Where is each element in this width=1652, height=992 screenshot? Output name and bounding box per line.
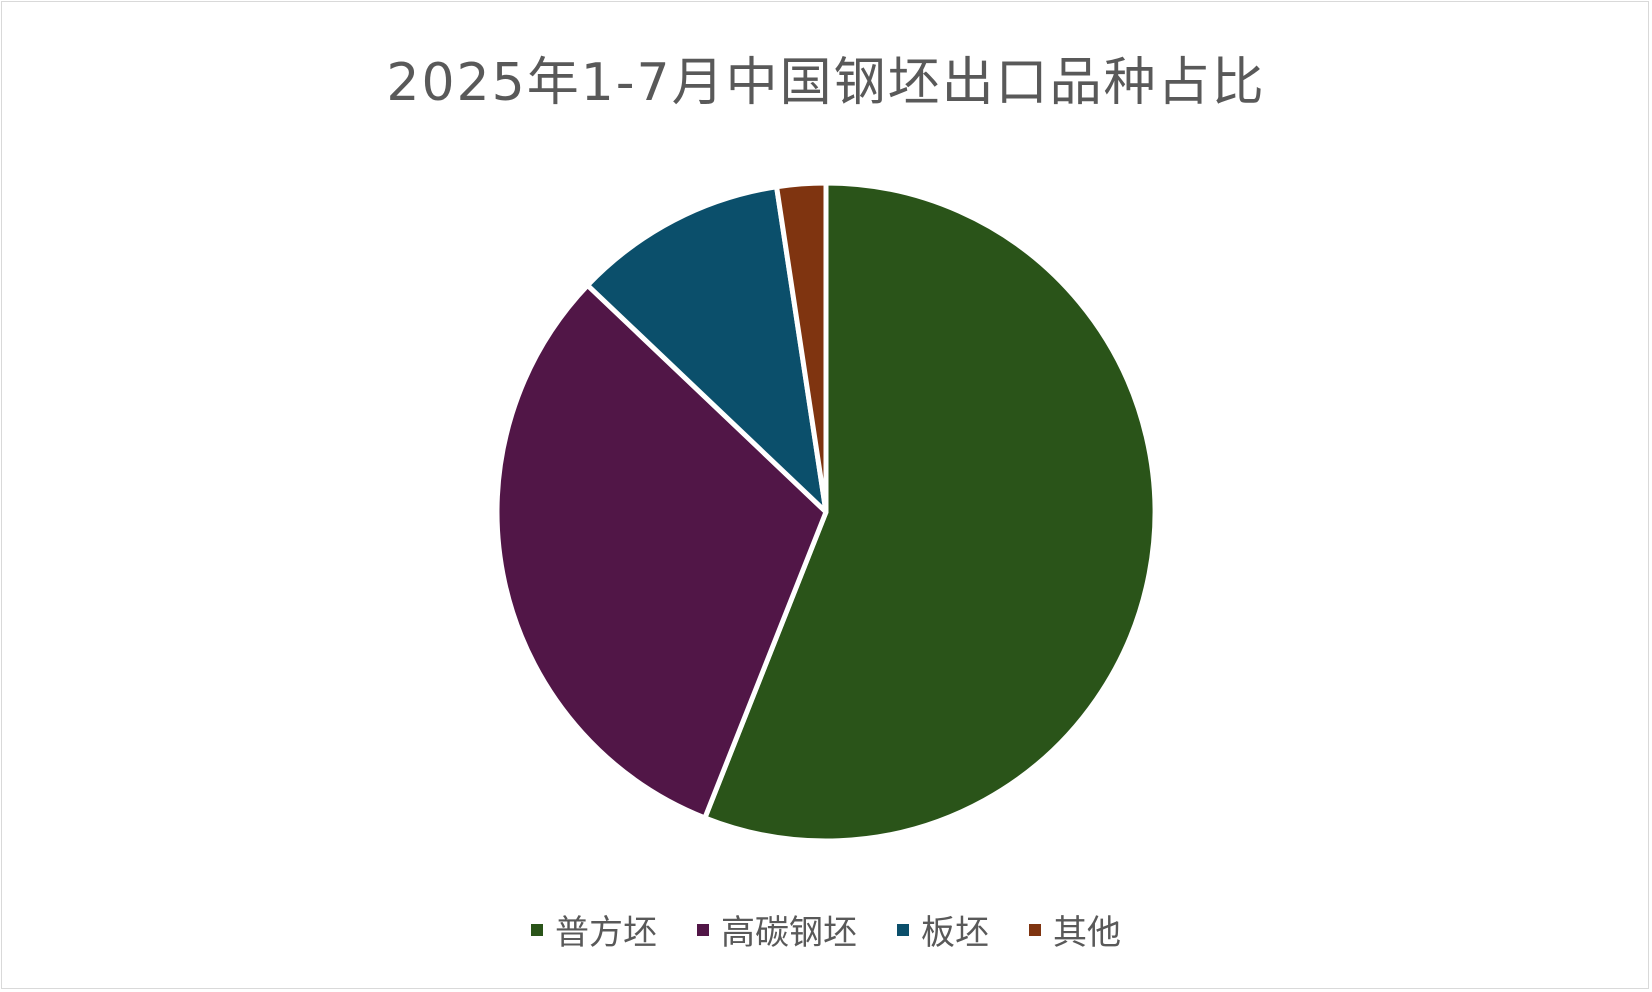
legend-label: 板坯 bbox=[921, 913, 989, 953]
legend-item: 高碳钢坯 bbox=[697, 905, 857, 954]
legend-label: 高碳钢坯 bbox=[721, 913, 857, 953]
legend-item: 其他 bbox=[1029, 905, 1121, 954]
legend-swatch bbox=[531, 923, 543, 936]
chart-title: 2025年1-7月中国钢坯出口品种占比 bbox=[386, 53, 1266, 113]
legend-item: 普方坯 bbox=[531, 905, 657, 954]
legend-swatch bbox=[1029, 923, 1041, 936]
pie-slice-2 bbox=[585, 184, 829, 515]
legend-swatch bbox=[897, 923, 909, 936]
pie-slice-1 bbox=[494, 282, 829, 821]
legend: 普方坯 高碳钢坯 板坯 其他 bbox=[0, 905, 1652, 954]
pie-slice-0 bbox=[702, 180, 1158, 844]
legend-item: 板坯 bbox=[897, 905, 989, 954]
pie-slice-3 bbox=[774, 180, 829, 515]
legend-label: 普方坯 bbox=[555, 913, 657, 953]
legend-label: 其他 bbox=[1053, 913, 1121, 953]
legend-swatch bbox=[697, 923, 709, 936]
